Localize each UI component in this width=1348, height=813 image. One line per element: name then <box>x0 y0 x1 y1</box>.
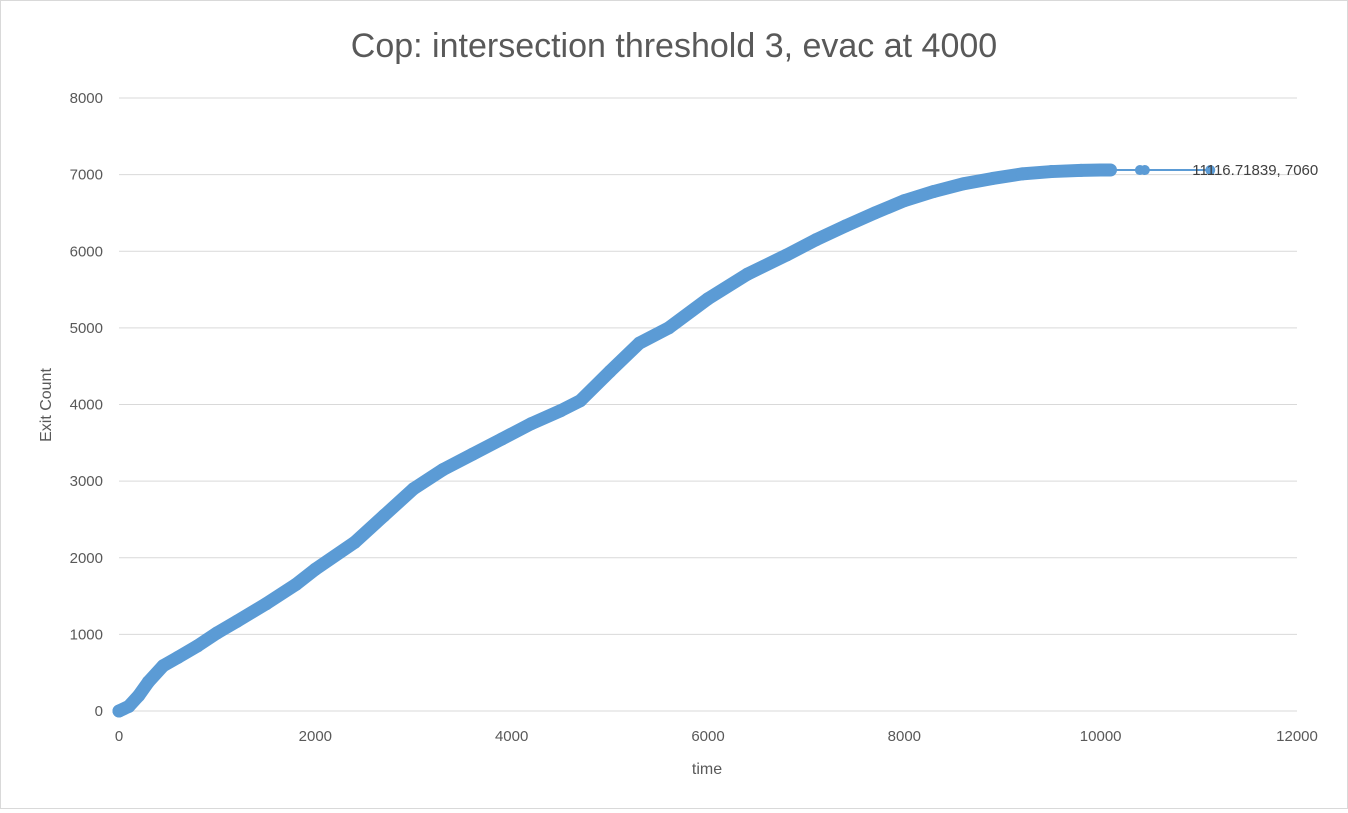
y-tick-label: 7000 <box>70 167 103 184</box>
y-tick-label: 6000 <box>70 243 103 260</box>
y-tick-label: 4000 <box>70 397 103 414</box>
data-point <box>603 365 617 379</box>
data-point <box>210 626 224 640</box>
data-point <box>927 184 941 198</box>
y-tick-label: 1000 <box>70 626 103 643</box>
data-point <box>191 639 205 653</box>
data-point <box>701 292 715 306</box>
data-point <box>1139 165 1150 176</box>
data-point <box>573 394 587 408</box>
x-tick-label: 2000 <box>299 728 332 745</box>
data-point <box>289 578 303 592</box>
data-point <box>348 535 362 549</box>
x-tick-label: 10000 <box>1080 728 1122 745</box>
y-tick-label: 3000 <box>70 473 103 490</box>
data-point <box>986 171 1000 185</box>
x-tick-label: 0 <box>115 728 123 745</box>
x-tick-label: 8000 <box>888 728 921 745</box>
data-label: 11116.71839, 7060 <box>1192 162 1318 179</box>
data-point <box>740 267 754 281</box>
y-tick-label: 2000 <box>70 550 103 567</box>
data-point <box>141 675 155 689</box>
y-tick-labels: 0 1000 2000 3000 4000 5000 6000 7000 8000 <box>70 90 103 720</box>
data-point <box>377 509 391 523</box>
data-point <box>1094 163 1108 177</box>
x-tick-label: 12000 <box>1276 728 1318 745</box>
data-point <box>156 659 170 673</box>
data-point <box>436 463 450 477</box>
data-point <box>554 404 568 418</box>
x-axis-label: time <box>692 761 722 778</box>
data-point <box>132 689 146 703</box>
data-point <box>632 336 646 350</box>
data-point <box>407 482 420 496</box>
data-point <box>956 177 970 191</box>
y-axis-label: Exit Count <box>38 368 55 442</box>
y-tick-label: 5000 <box>70 320 103 337</box>
data-point <box>1205 165 1216 176</box>
data-point <box>465 447 479 461</box>
data-point <box>112 704 126 718</box>
data-point <box>1105 165 1116 176</box>
data-point <box>230 614 244 628</box>
annotation-layer: 11116.71839, 7060 <box>1192 162 1318 179</box>
data-point <box>868 206 882 220</box>
x-tick-label: 4000 <box>495 728 528 745</box>
data-point <box>838 219 852 233</box>
data-point <box>259 597 273 611</box>
y-tick-label: 8000 <box>70 90 103 107</box>
data-point <box>1074 163 1088 177</box>
data-point <box>171 650 185 664</box>
data-point <box>662 321 676 335</box>
data-point <box>897 194 911 208</box>
chart-title: Cop: intersection threshold 3, evac at 4… <box>351 27 997 65</box>
y-tick-label: 0 <box>95 703 103 720</box>
data-point <box>809 233 823 247</box>
data-point <box>1015 167 1029 181</box>
series-layer <box>112 163 1216 718</box>
x-tick-labels: 0 2000 4000 6000 8000 10000 12000 <box>115 728 1318 745</box>
x-tick-label: 6000 <box>691 728 724 745</box>
data-point <box>780 248 794 262</box>
data-point <box>1045 165 1059 179</box>
data-point <box>122 699 136 713</box>
data-point <box>495 432 509 446</box>
grid-lines <box>119 97 1297 635</box>
data-point <box>524 417 538 431</box>
data-point <box>308 562 322 576</box>
